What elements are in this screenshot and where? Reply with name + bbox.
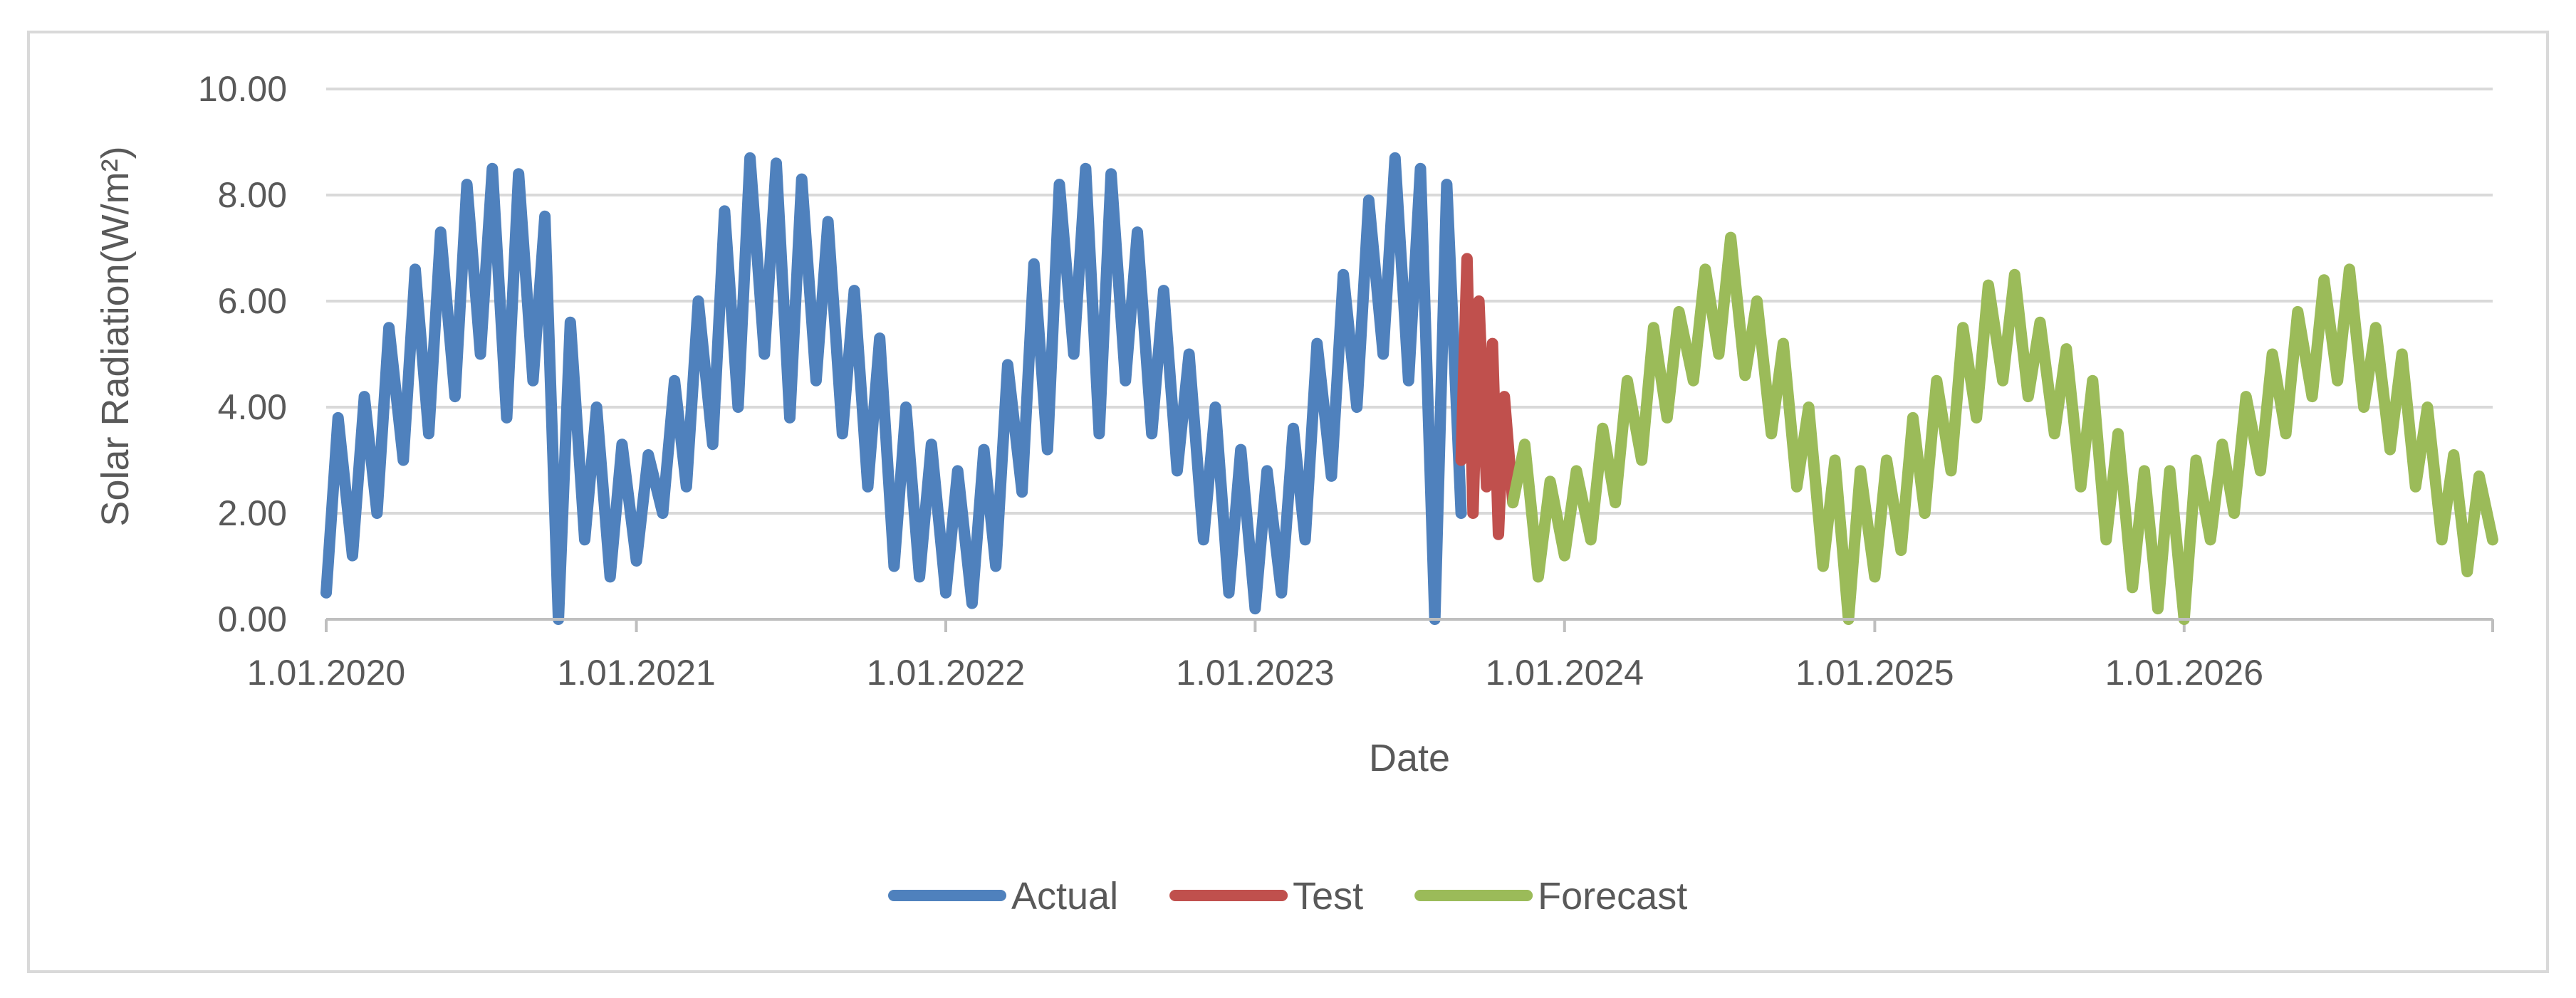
legend-label-actual: Actual — [1011, 875, 1118, 918]
series-line-actual — [320, 152, 1467, 625]
y-tick-label: 6.00 — [218, 281, 287, 321]
x-tick-label: 1.01.2025 — [1795, 653, 1954, 693]
legend: Actual Test Forecast — [888, 875, 1687, 918]
y-tick-label: 4.00 — [218, 387, 287, 427]
y-tick-label: 2.00 — [218, 493, 287, 533]
y-tick-label: 8.00 — [218, 175, 287, 215]
x-axis-title: Date — [1369, 737, 1450, 779]
y-tick-label: 0.00 — [218, 599, 287, 639]
series-line-test — [1455, 253, 1519, 540]
y-axis-ticks: 0.00 2.00 4.00 6.00 8.00 10.00 — [198, 69, 287, 639]
x-tick-label: 1.01.2021 — [557, 653, 715, 693]
x-tick-label: 1.01.2022 — [867, 653, 1025, 693]
legend-label-test: Test — [1293, 875, 1363, 918]
y-tick-label: 10.00 — [198, 69, 287, 109]
x-axis-ticks: 1.01.2020 1.01.2021 1.01.2022 1.01.2023 1.01… — [247, 619, 2494, 693]
x-tick-label: 1.01.2023 — [1176, 653, 1334, 693]
x-tick-label: 1.01.2020 — [247, 653, 405, 693]
x-tick-label: 1.01.2024 — [1486, 653, 1644, 693]
x-tick-label: 1.01.2026 — [2105, 653, 2263, 693]
plot-area — [320, 152, 2498, 625]
y-axis-title: Solar Radiation(W/m²) — [94, 146, 137, 526]
legend-label-forecast: Forecast — [1538, 875, 1687, 918]
series-line-forecast — [1507, 231, 2498, 625]
